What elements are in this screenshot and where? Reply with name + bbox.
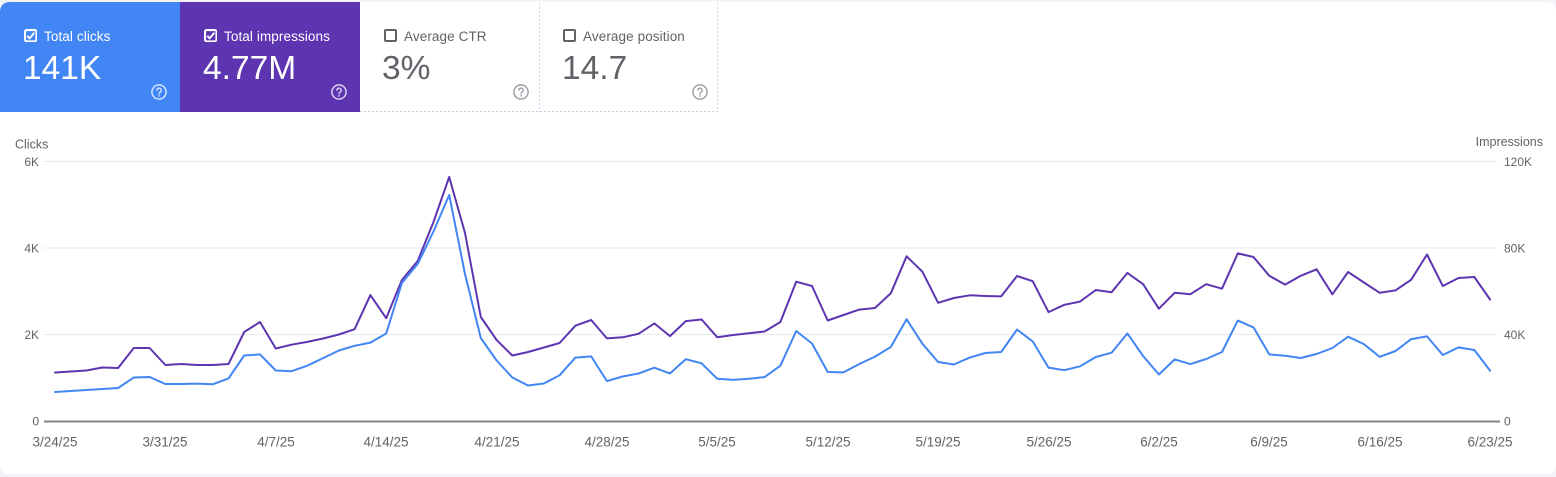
svg-text:80K: 80K xyxy=(1504,242,1525,256)
svg-text:Impressions: Impressions xyxy=(1476,135,1543,149)
svg-text:3/24/25: 3/24/25 xyxy=(32,435,77,450)
svg-text:5/19/25: 5/19/25 xyxy=(915,435,960,450)
svg-text:4/21/25: 4/21/25 xyxy=(474,435,519,450)
svg-text:4/28/25: 4/28/25 xyxy=(584,435,629,450)
svg-text:5/12/25: 5/12/25 xyxy=(805,435,850,450)
svg-text:6/23/25: 6/23/25 xyxy=(1467,435,1512,450)
svg-text:6/9/25: 6/9/25 xyxy=(1250,435,1288,450)
svg-text:40K: 40K xyxy=(1504,328,1525,342)
svg-text:6/2/25: 6/2/25 xyxy=(1140,435,1178,450)
svg-text:2K: 2K xyxy=(24,328,39,342)
svg-text:3/31/25: 3/31/25 xyxy=(142,435,187,450)
svg-text:5/5/25: 5/5/25 xyxy=(698,435,736,450)
svg-text:Clicks: Clicks xyxy=(15,138,48,152)
svg-text:120K: 120K xyxy=(1504,155,1532,169)
svg-text:0: 0 xyxy=(1504,415,1511,429)
svg-text:4K: 4K xyxy=(24,242,39,256)
svg-text:5/26/25: 5/26/25 xyxy=(1026,435,1071,450)
svg-text:4/14/25: 4/14/25 xyxy=(363,435,408,450)
svg-text:6/16/25: 6/16/25 xyxy=(1357,435,1402,450)
svg-text:6K: 6K xyxy=(24,155,39,169)
svg-text:4/7/25: 4/7/25 xyxy=(257,435,295,450)
svg-text:0: 0 xyxy=(32,415,39,429)
